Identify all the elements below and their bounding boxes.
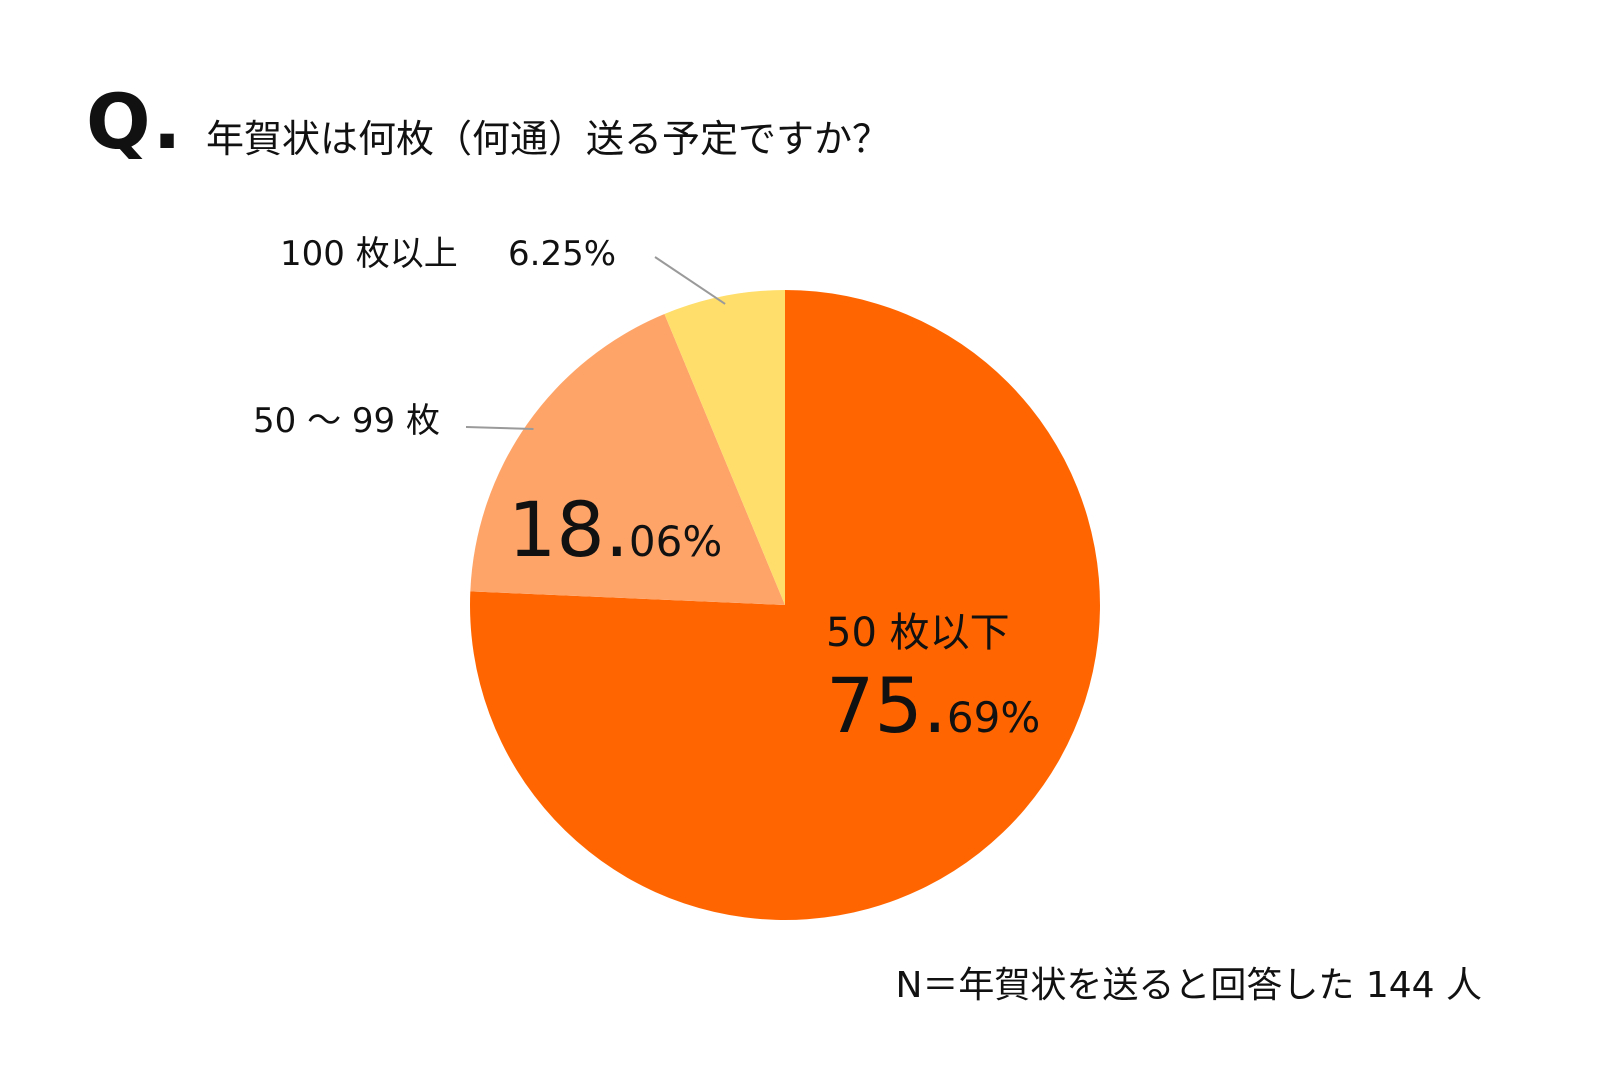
pie-slices [469,290,1101,921]
slice-100-plus [664,290,785,605]
slice-50-99 [470,313,785,605]
slice-value-50-99: 18.06% [508,485,722,574]
slice-label-100-plus-name: 100 枚以上 [280,234,458,274]
slice-label-50-under: 50 枚以下 [826,610,1010,656]
slice-value-50-99-int: 18. [508,485,629,574]
leader-lines [465,256,726,430]
slice-value-50-under: 75.69% [826,661,1040,750]
leader-line-50-99 [465,426,534,430]
slice-value-50-99-dec: 06% [629,517,722,566]
slice-value-100-plus: 6.25% [508,234,616,274]
footnote: N＝年賀状を送ると回答した 144 人 [895,965,1482,1006]
q-mark: Q. [86,77,184,166]
slice-label-50-99: 50 ～ 99 枚 [253,401,440,441]
question-title: 年賀状は何枚（何通）送る予定ですか？ [206,117,891,161]
leader-line-100-plus [654,256,726,305]
slice-value-50-under-int: 75. [826,661,947,750]
slice-label-100-plus: 100 枚以上 [280,234,458,274]
slice-value-50-under-dec: 69% [947,693,1040,742]
